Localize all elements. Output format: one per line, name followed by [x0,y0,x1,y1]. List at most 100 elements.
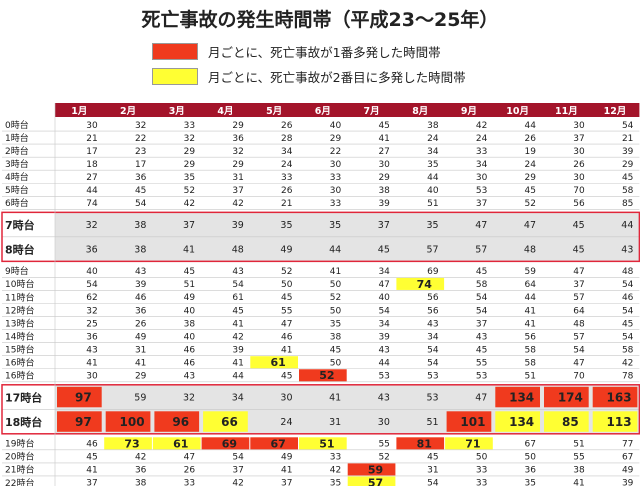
table-cell-value: 45 [86,453,97,463]
second-highlight-cell [299,437,347,450]
table-cell-value: 29 [330,134,342,144]
table-cell-value: 58 [476,280,488,290]
table-cell-value: 70 [573,186,585,196]
table-cell-value: 41 [183,245,195,256]
table-cell-value: 19 [525,147,537,157]
table-cell-value: 26 [184,466,196,476]
table-cell-value: 29 [232,121,244,131]
table-cell-value: 42 [232,332,243,342]
table-cell-value: 31 [329,417,341,428]
table-cell-value: 58 [622,345,634,355]
table-cell-value: 134 [509,390,534,404]
legend-swatch-first [152,42,198,60]
table-cell-value: 77 [622,440,633,450]
table-cell-value: 48 [622,267,634,277]
table-cell-value: 18 [86,160,98,170]
table-cell-value: 57 [475,245,487,256]
table-cell-value: 35 [525,479,536,486]
table-cell-value: 52 [378,453,389,463]
table-cell-value: 61 [270,356,285,369]
table-cell-value: 50 [476,453,488,463]
table-cell-value: 29 [135,372,147,382]
table-cell-value: 23 [135,147,146,157]
table-cell-value: 59 [134,392,146,403]
table-cell-value: 57 [368,476,383,486]
table-cell-value: 37 [476,319,487,329]
table-cell-value: 38 [330,332,342,342]
table-cell-value: 32 [183,392,195,403]
table-cell-value: 58 [525,345,537,355]
table-cell-value: 50 [330,280,342,290]
table-cell-value: 40 [330,121,342,131]
table-cell-value: 59 [368,463,383,476]
table-cell-value: 54 [427,479,439,486]
band-border [1,211,640,263]
row-label: 22時台 [5,477,34,486]
table-cell-value: 54 [232,280,244,290]
table-cell-value: 26 [573,160,585,170]
row-label: 8時台 [5,243,35,257]
table-cell-value: 34 [476,160,488,170]
table-cell-value: 36 [135,173,147,183]
table-cell-value: 43 [378,392,390,403]
table-cell-value: 55 [476,358,487,368]
table-cell-value: 55 [573,453,584,463]
table-cell-value: 46 [622,293,634,303]
table-cell-value: 54 [135,199,147,209]
row-label: 2時台 [5,145,29,157]
table-cell-value: 67 [622,453,633,463]
first-highlight-cell [592,386,638,408]
table-cell-value: 30 [476,173,488,183]
table-cell-value: 46 [281,332,293,342]
table-cell-value: 41 [329,392,341,403]
second-highlight-cell [250,356,298,369]
table-cell-value: 47 [475,220,487,231]
table-cell-value: 42 [476,121,487,131]
first-highlight-cell [396,437,445,450]
table-cell-value: 36 [135,306,147,316]
table-cell-value: 43 [621,245,633,256]
table-cell-value: 47 [281,319,292,329]
table-cell-value: 33 [476,466,487,476]
row-label: 3時台 [5,158,29,170]
table-cell-value: 61 [173,437,188,450]
second-highlight-cell [203,411,248,432]
table-cell-value: 33 [476,479,487,486]
table-cell-value: 29 [622,160,634,170]
table-cell-value: 37 [573,280,584,290]
table-cell-value: 71 [465,437,480,450]
column-header: 8月 [412,106,428,117]
row-label: 10時台 [5,278,34,290]
table-cell-value: 35 [427,220,439,231]
first-highlight-cell [105,411,151,432]
table-cell-value: 35 [280,220,292,231]
table-cell-value: 67 [270,437,285,450]
table-cell-value: 85 [562,415,579,429]
table-cell-value: 29 [378,173,390,183]
column-header: 2月 [120,106,136,117]
table-cell-value: 55 [378,440,389,450]
table-cell-value: 40 [86,267,98,277]
table-cell-value: 27 [86,173,97,183]
table-cell-value: 46 [135,293,147,303]
table-cell-value: 36 [525,466,537,476]
table-cell-value: 45 [525,186,536,196]
table-cell-value: 134 [509,415,534,429]
table-cell-value: 45 [573,220,585,231]
table-cell-value: 30 [86,121,98,131]
table-cell-value: 45 [622,319,633,329]
table-cell-value: 52 [319,369,334,382]
table-cell-value: 45 [378,121,389,131]
row-label: 12時台 [5,304,34,316]
table-cell-value: 97 [75,415,92,429]
table-cell-value: 44 [232,372,244,382]
table-cell-value: 39 [232,220,244,231]
row-label: 20時台 [5,451,34,463]
table-cell-value: 61 [232,293,243,303]
header-bar [55,103,640,117]
legend-swatch-second [152,67,198,85]
table-cell-value: 47 [184,453,195,463]
table-cell-value: 26 [135,319,147,329]
table-cell-value: 45 [573,245,585,256]
